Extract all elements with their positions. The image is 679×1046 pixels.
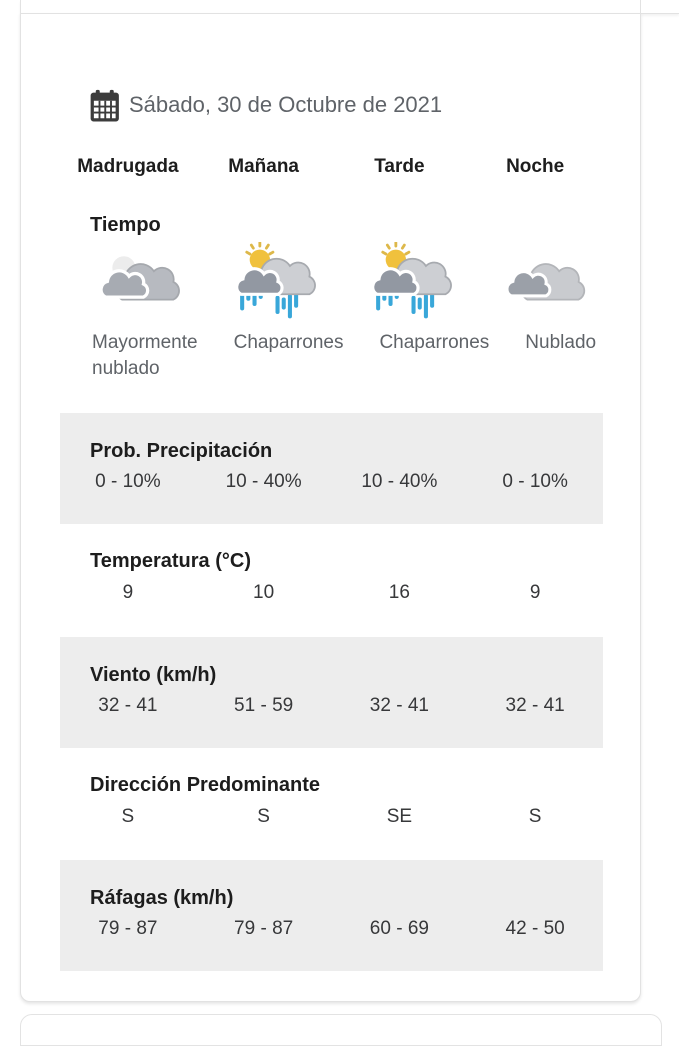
cloudy-icon [499, 242, 591, 320]
previous-card-bottom-edge [20, 0, 679, 14]
row-value: 32 - 41 [98, 695, 158, 716]
column-headers-row: Madrugada Mañana Tarde Noche [60, 154, 603, 180]
weather-row-label: Tiempo [90, 214, 161, 236]
weather-caption: Nublado [525, 332, 597, 353]
date-heading: Sábado, 30 de Octubre de 2021 [129, 92, 443, 117]
column-header-tarde: Tarde [374, 156, 425, 177]
row-value: S [528, 806, 542, 827]
previous-card-right-border [640, 0, 641, 13]
showers-icon [228, 242, 320, 320]
weather-caption: Chaparrones [233, 332, 344, 353]
day-forecast-card: Sábado, 30 de Octubre de 2021 Madrugada … [20, 13, 641, 1002]
row-label: Viento (km/h) [90, 664, 217, 686]
mostly-cloudy-icon [92, 242, 184, 320]
row-value: 9 [529, 582, 541, 603]
wind-row: Viento (km/h) 32 - 41 51 - 59 32 - 41 32… [60, 637, 603, 748]
row-value: 0 - 10% [95, 471, 161, 492]
row-value: 9 [122, 582, 134, 603]
weather-captions-row: Mayormente nublado Chaparrones Chaparron… [60, 330, 603, 382]
row-value: S [121, 806, 135, 827]
next-card-top-edge [20, 1014, 662, 1046]
column-header-noche: Noche [506, 156, 565, 177]
row-value: 79 - 87 [98, 918, 158, 939]
calendar-icon [90, 89, 119, 121]
row-label: Prob. Precipitación [90, 440, 273, 462]
weather-caption: Chaparrones [379, 332, 490, 353]
date-heading-row: Sábado, 30 de Octubre de 2021 [90, 88, 640, 122]
row-value: S [257, 806, 270, 827]
row-value: 32 - 41 [505, 695, 565, 716]
row-label: Ráfagas (km/h) [90, 887, 234, 909]
row-value: 79 - 87 [234, 918, 294, 939]
wind-direction-row: Dirección Predominante S S SE S [21, 772, 640, 830]
temperature-row: Temperatura (°C) 9 10 16 9 [21, 548, 640, 606]
row-value: 51 - 59 [234, 695, 294, 716]
row-value: SE [386, 806, 413, 827]
column-header-madrugada: Madrugada [77, 156, 179, 177]
row-value: 10 [253, 582, 275, 603]
row-value: 0 - 10% [502, 471, 568, 492]
row-value: 32 - 41 [369, 695, 429, 716]
column-header-manana: Mañana [228, 156, 299, 177]
row-value: 42 - 50 [505, 918, 565, 939]
row-value: 10 - 40% [225, 471, 302, 492]
row-value: 16 [388, 582, 410, 603]
row-label: Dirección Predominante [90, 774, 321, 796]
row-value: 60 - 69 [369, 918, 429, 939]
row-label: Temperatura (°C) [90, 550, 251, 572]
weather-caption: Mayormente nublado [92, 332, 198, 379]
previous-card-left-border [20, 0, 21, 13]
gusts-row: Ráfagas (km/h) 79 - 87 79 - 87 60 - 69 4… [60, 860, 603, 971]
precipitation-probability-row: Prob. Precipitación 0 - 10% 10 - 40% 10 … [60, 413, 603, 524]
weather-icons-row [60, 242, 603, 324]
showers-icon [364, 242, 456, 320]
row-value: 10 - 40% [361, 471, 438, 492]
